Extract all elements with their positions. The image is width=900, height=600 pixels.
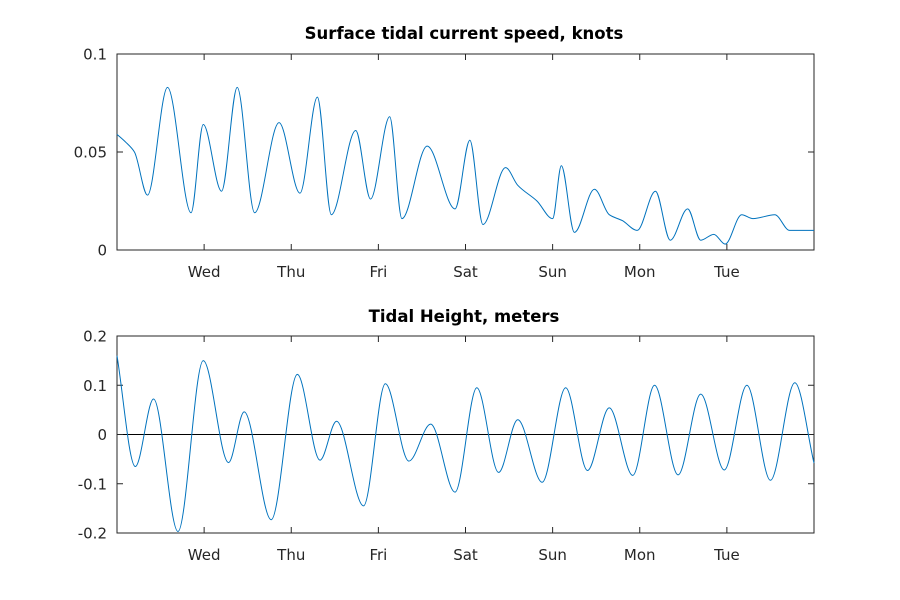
current-speed-y-tick-label: 0.05	[74, 144, 107, 162]
current-speed-x-ticks: Wed Thu Fri Sat Sun Mon Tue	[188, 54, 740, 281]
current-speed-x-tick-label: Tue	[713, 263, 740, 281]
current-speed-y-ticks: 0 0.05 0.1	[74, 46, 814, 260]
tidal-height-panel: Tidal Height, meters -0.2 -0.1 0 0.1 0.2 Wed…	[78, 307, 815, 564]
current-speed-x-tick-label: Thu	[276, 263, 305, 281]
tidal-height-y-tick-label: -0.1	[78, 475, 107, 493]
current-speed-y-tick-label: 0	[97, 242, 107, 260]
tidal-height-y-tick-label: 0	[97, 426, 107, 444]
current-speed-x-tick-label: Sun	[538, 263, 567, 281]
tidal-height-x-tick-label: Thu	[276, 546, 305, 564]
tidal-height-x-tick-label: Wed	[188, 546, 221, 564]
current-speed-panel: Surface tidal current speed, knots 0 0.05…	[74, 24, 815, 281]
tidal-height-x-ticks: Wed Thu Fri Sat Sun Mon Tue	[188, 336, 740, 564]
current-speed-y-tick-label: 0.1	[83, 46, 107, 64]
tidal-height-y-tick-label: 0.1	[83, 377, 107, 395]
current-speed-title: Surface tidal current speed, knots	[305, 24, 624, 43]
current-speed-series-line	[116, 86, 814, 245]
tidal-height-title: Tidal Height, meters	[369, 307, 560, 326]
tidal-height-y-tick-label: -0.2	[78, 525, 107, 543]
current-speed-x-tick-label: Mon	[624, 263, 656, 281]
current-speed-x-tick-label: Wed	[188, 263, 221, 281]
tidal-height-x-tick-label: Tue	[713, 546, 740, 564]
tidal-height-x-tick-label: Sun	[538, 546, 567, 564]
tidal-height-series-line	[116, 355, 815, 533]
tidal-height-x-tick-label: Fri	[369, 546, 387, 564]
tidal-height-y-tick-label: 0.2	[83, 328, 107, 346]
tidal-height-x-tick-label: Sat	[453, 546, 478, 564]
tidal-height-y-ticks: -0.2 -0.1 0 0.1 0.2	[78, 328, 814, 543]
current-speed-x-tick-label: Sat	[453, 263, 478, 281]
current-speed-x-tick-label: Fri	[369, 263, 387, 281]
tidal-height-x-tick-label: Mon	[624, 546, 656, 564]
